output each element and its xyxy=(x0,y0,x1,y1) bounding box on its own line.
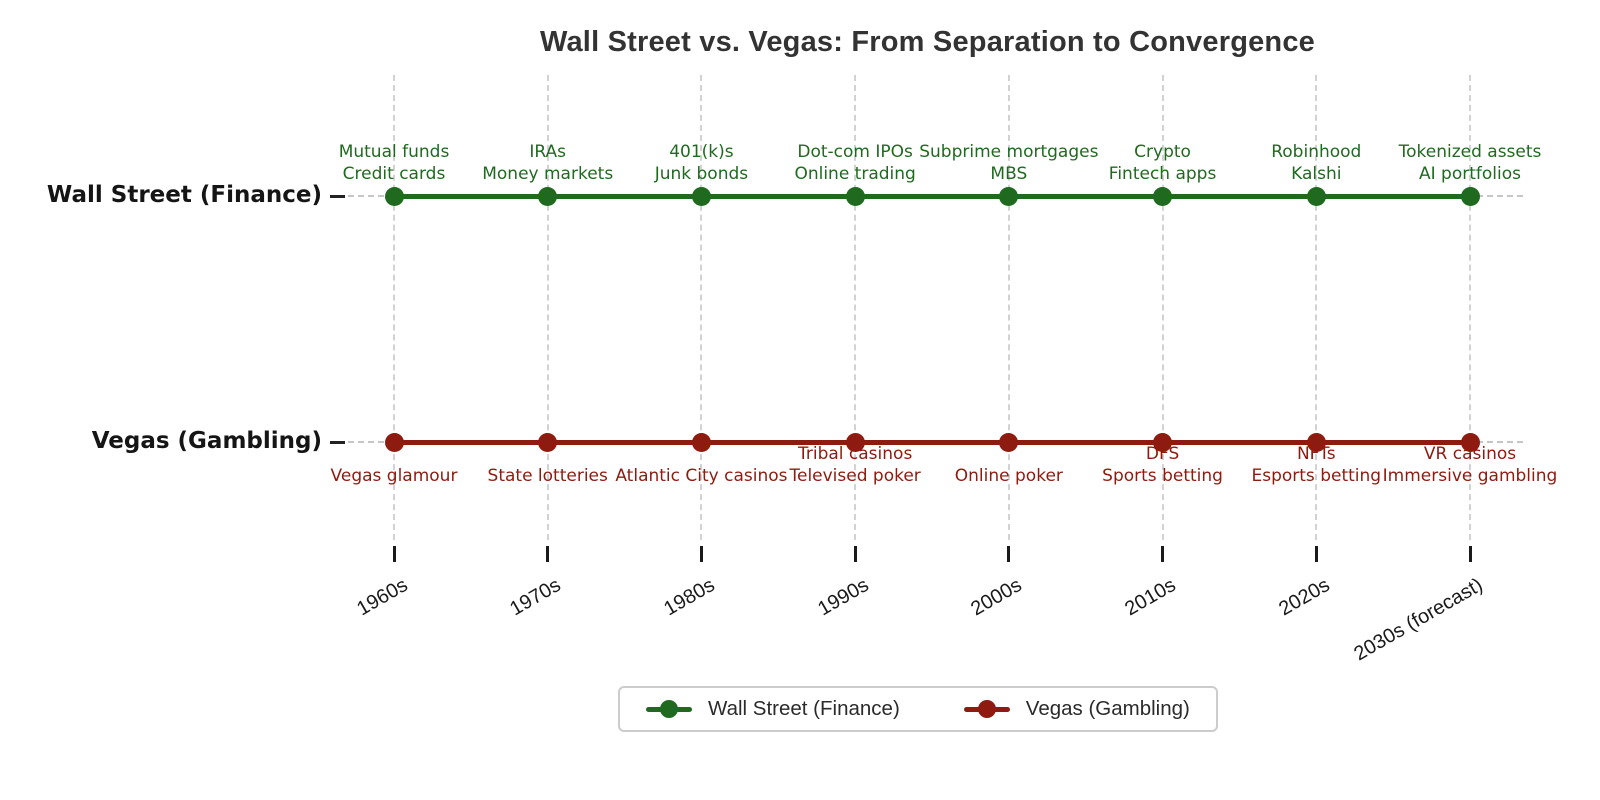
data-point-marker xyxy=(384,186,404,206)
x-axis-tick-label: 2030s (forecast) xyxy=(1350,574,1487,666)
annotation-line: NFTs xyxy=(1296,444,1336,464)
annotation: IRAs Money markets xyxy=(482,141,613,185)
annotation-line: DFS xyxy=(1145,444,1180,464)
decade-gridline xyxy=(1469,75,1471,540)
data-point-marker xyxy=(999,186,1019,206)
annotation-line: Tribal casinos xyxy=(797,444,913,464)
data-point-marker xyxy=(538,186,558,206)
annotation-line: Atlantic City casinos xyxy=(615,466,788,486)
annotation-line: Vegas glamour xyxy=(330,466,458,486)
annotation: Tribal casinos Televised poker xyxy=(789,443,920,487)
data-point-marker xyxy=(845,432,865,452)
chart-title: Wall Street vs. Vegas: From Separation t… xyxy=(539,26,1316,58)
annotation-line: Money markets xyxy=(482,164,614,184)
annotation-line: Sports betting xyxy=(1102,466,1223,486)
annotation-line: Robinhood xyxy=(1271,142,1362,162)
annotation-line: Tokenized assets xyxy=(1398,142,1542,162)
x-axis-tick xyxy=(699,546,703,562)
annotation: Tokenized assets AI portfolios xyxy=(1399,141,1542,185)
legend-label-gambling: Vegas (Gambling) xyxy=(1025,697,1190,720)
legend-label-finance: Wall Street (Finance) xyxy=(708,697,900,720)
finance-timeline-line xyxy=(391,193,1473,199)
decade-gridline xyxy=(393,75,395,540)
annotation-line: Kalshi xyxy=(1291,164,1342,184)
data-point-marker xyxy=(845,186,865,206)
y-axis-label-gambling: Vegas (Gambling) xyxy=(91,428,322,454)
x-axis-tick-label: 1990s xyxy=(813,574,873,621)
annotation-line: IRAs xyxy=(529,142,567,162)
annotation-line: Esports betting xyxy=(1251,466,1382,486)
x-axis-tick-label: 1960s xyxy=(352,574,411,621)
data-point-marker xyxy=(538,432,558,452)
x-axis-tick xyxy=(1314,546,1318,562)
data-point-marker xyxy=(691,432,711,452)
annotation: Robinhood Kalshi xyxy=(1271,141,1361,185)
annotation-line: Fintech apps xyxy=(1108,164,1217,184)
data-point-marker xyxy=(999,432,1019,452)
annotation: Subprime mortgages MBS xyxy=(919,141,1098,185)
decade-gridline xyxy=(700,75,703,540)
annotation: Online poker xyxy=(955,443,1063,487)
y-axis-label-finance: Wall Street (Finance) xyxy=(46,182,322,208)
annotation-line: Immersive gambling xyxy=(1382,466,1558,486)
decade-gridline xyxy=(1315,75,1318,540)
annotation: NFTs Esports betting xyxy=(1251,443,1381,487)
annotation: Dot-com IPOs Online trading xyxy=(794,141,915,185)
x-axis-tick-label: 1980s xyxy=(660,574,719,621)
x-axis-tick xyxy=(546,546,550,562)
data-point-marker xyxy=(691,186,711,206)
annotation-line: VR casinos xyxy=(1423,444,1517,464)
annotation-line: Dot-com IPOs xyxy=(797,142,913,162)
decade-gridline xyxy=(546,75,549,540)
annotation: VR casinos Immersive gambling xyxy=(1383,443,1558,487)
x-axis-tick xyxy=(1007,546,1011,562)
annotation-line: Subprime mortgages xyxy=(919,142,1099,162)
legend-entry-finance: Wall Street (Finance) xyxy=(646,697,900,721)
data-point-marker xyxy=(1153,186,1173,206)
x-axis-tick-label: 2000s xyxy=(967,574,1026,621)
x-axis-tick-label: 2010s xyxy=(1121,574,1180,621)
data-point-marker xyxy=(1306,432,1326,452)
annotation: Atlantic City casinos xyxy=(615,443,787,487)
decade-gridline xyxy=(854,75,857,540)
annotation: Crypto Fintech apps xyxy=(1109,141,1217,185)
y-axis-tick xyxy=(330,194,345,198)
x-axis-tick xyxy=(1161,546,1165,562)
annotation-line: MBS xyxy=(990,164,1028,184)
annotation-line: AI portfolios xyxy=(1419,164,1521,184)
gambling-line-marker-icon xyxy=(963,699,1010,719)
x-axis-tick xyxy=(853,546,857,562)
annotation: Mutual funds Credit cards xyxy=(339,141,450,185)
data-point-marker xyxy=(1460,186,1480,206)
legend-entry-gambling: Vegas (Gambling) xyxy=(963,697,1190,721)
annotation-line: Online trading xyxy=(794,164,916,184)
annotation-line: Credit cards xyxy=(342,164,446,184)
annotation-line: State lotteries xyxy=(487,466,608,486)
x-axis-tick xyxy=(392,546,396,562)
annotation-line: Junk bonds xyxy=(654,164,749,184)
finance-line-marker-icon xyxy=(646,699,692,719)
data-point-marker xyxy=(1153,432,1173,452)
annotation: DFS Sports betting xyxy=(1102,443,1223,487)
annotation-line: Crypto xyxy=(1134,142,1191,162)
annotation: Vegas glamour xyxy=(331,443,458,487)
annotation-line: Online poker xyxy=(954,466,1063,486)
data-point-marker xyxy=(1306,186,1326,206)
x-axis-tick-label: 2020s xyxy=(1275,574,1334,621)
annotation-line: Mutual funds xyxy=(338,142,450,162)
annotation-line: 401(k)s xyxy=(669,142,734,162)
x-axis-tick xyxy=(1468,546,1472,562)
y-axis-tick xyxy=(330,440,345,444)
data-point-marker xyxy=(1460,432,1480,452)
decade-gridline xyxy=(1161,75,1164,540)
annotation: 401(k)s Junk bonds xyxy=(655,141,748,185)
annotation-line: Televised poker xyxy=(789,466,921,486)
annotation: State lotteries xyxy=(488,443,608,487)
data-point-marker xyxy=(384,432,404,452)
decade-gridline xyxy=(1007,75,1010,540)
x-axis-tick-label: 1970s xyxy=(506,574,565,621)
legend: Wall Street (Finance) Vegas (Gambling) xyxy=(618,686,1218,732)
gambling-timeline-line xyxy=(391,439,1473,445)
